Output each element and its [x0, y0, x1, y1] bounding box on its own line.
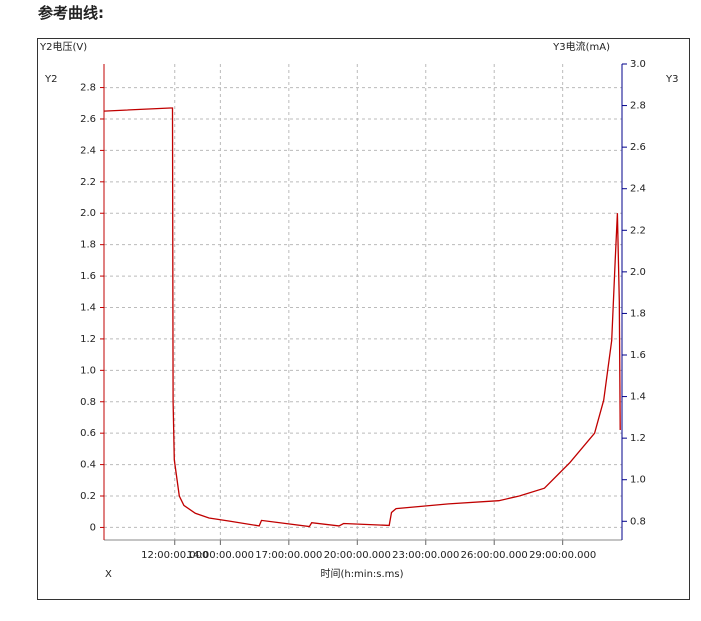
y2-tick-label: 1.2 [630, 433, 646, 444]
x-tick-label: 12:00:00.000 [141, 550, 208, 561]
y2-axis-name: Y3 [665, 74, 678, 85]
x-label: 时间(h:min:s.ms) [320, 567, 403, 580]
y2-tick-label: 2.8 [630, 101, 646, 112]
y2-tick-label: 1.8 [630, 308, 646, 319]
y-tick-label: 2.4 [80, 145, 96, 156]
y-tick-label: 1.8 [80, 240, 96, 251]
chart-frame [37, 38, 690, 600]
y2-tick-label: 0.8 [630, 516, 646, 527]
y2-tick-label: 2.6 [630, 142, 646, 153]
y-tick-label: 1.6 [80, 271, 96, 282]
x-tick-label: 29:00:00.000 [529, 550, 596, 561]
heading: 参考曲线: [38, 4, 104, 22]
y-tick-label: 0.4 [80, 460, 96, 471]
y-tick-label: 0.8 [80, 397, 96, 408]
y2-tick-label: 1.6 [630, 350, 646, 361]
x-tick-label: 14:00:00.000 [187, 550, 254, 561]
y2-tick-label: 1.0 [630, 475, 646, 486]
y-tick-label: 1.2 [80, 334, 96, 345]
x-tick-label: 17:00:00.000 [255, 550, 322, 561]
x-axis-name: X [105, 569, 112, 580]
x-tick-label: 23:00:00.000 [392, 550, 459, 561]
y-tick-label: 0 [90, 522, 96, 533]
y-title: Y2电压(V) [39, 40, 87, 53]
y-tick-label: 0.6 [80, 428, 96, 439]
y2-tick-label: 3.0 [630, 59, 646, 70]
y2-tick-label: 2.4 [630, 184, 646, 195]
x-tick-label: 20:00:00.000 [324, 550, 391, 561]
y2-tick-label: 2.0 [630, 267, 646, 278]
y-tick-label: 1.0 [80, 365, 96, 376]
y-axis-name: Y2 [44, 74, 57, 85]
y-tick-label: 2.8 [80, 83, 96, 94]
y2-title: Y3电流(mA) [552, 40, 610, 53]
y-tick-label: 2.6 [80, 114, 96, 125]
y-tick-label: 1.4 [80, 302, 96, 313]
line-series [103, 107, 621, 528]
y-tick-label: 2.0 [80, 208, 96, 219]
y2-tick-label: 1.4 [630, 392, 646, 403]
y2-tick-label: 2.2 [630, 225, 646, 236]
y-tick-label: 2.2 [80, 177, 96, 188]
x-tick-label: 26:00:00.000 [461, 550, 528, 561]
y-tick-label: 0.2 [80, 491, 96, 502]
